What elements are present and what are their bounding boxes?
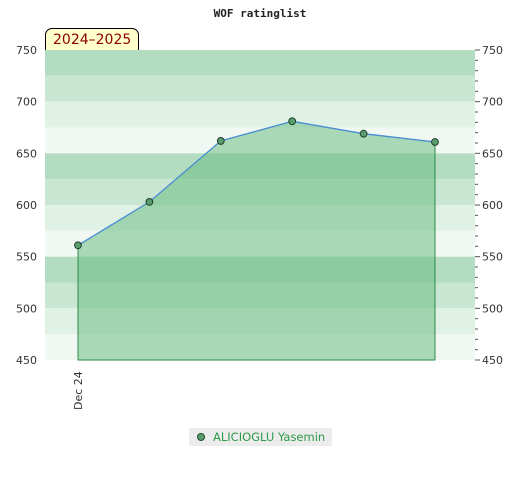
y-tick-label-left: 650	[16, 147, 37, 160]
rating-line	[77, 120, 436, 246]
y-tick-label-right: 450	[482, 354, 503, 367]
y-tick-label-right: 650	[482, 147, 503, 160]
chart-title: WOF ratinglist	[214, 7, 307, 20]
y-tick-label-left: 550	[16, 251, 37, 264]
grid-band	[45, 101, 475, 128]
rating-points	[74, 117, 439, 250]
rating-point	[288, 117, 297, 126]
rating-point	[359, 129, 368, 138]
rating-point	[216, 137, 225, 145]
y-tick-label-right: 700	[482, 96, 503, 109]
grid-band	[45, 50, 475, 76]
rating-point	[431, 138, 439, 146]
rating-point	[145, 198, 154, 206]
y-tick-label-right: 550	[482, 251, 503, 264]
y-tick-label-right: 500	[482, 302, 503, 315]
y-tick-label-left: 700	[16, 96, 37, 109]
y-tick-label-right: 600	[482, 199, 503, 212]
rating-point	[74, 241, 82, 250]
y-tick-label-left: 750	[16, 44, 37, 57]
y-tick-label-left: 600	[16, 199, 37, 212]
x-tick-label: Dec 24	[72, 371, 85, 410]
grid-band	[45, 75, 475, 102]
legend-label: ALICIOGLU Yasemin	[213, 430, 326, 444]
season-badge: 2024–2025	[45, 28, 140, 50]
legend-marker-icon	[197, 433, 205, 441]
y-tick-label-left: 500	[16, 302, 37, 315]
y-tick-label-right: 750	[482, 44, 503, 57]
y-axis-ticks: 450 450 500 500 550 550 600 600 650 650 700 700 750 7…	[16, 44, 503, 367]
y-tick-label-left: 450	[16, 354, 37, 367]
legend[interactable]: ALICIOGLU Yasemin	[189, 428, 332, 446]
